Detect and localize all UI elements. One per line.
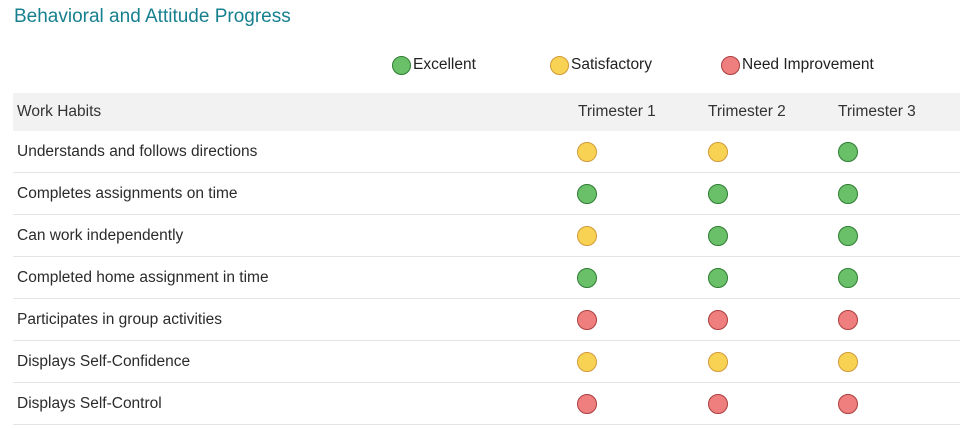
trimester-1-column-header: Trimester 1 — [578, 103, 656, 120]
need-improvement-dot-icon — [708, 309, 728, 330]
work-habit-label: Completed home assignment in time — [17, 268, 269, 286]
need-improvement-dot-icon — [838, 309, 858, 330]
excellent-dot-icon — [577, 267, 597, 288]
table-row: Displays Self-Confidence — [13, 341, 960, 383]
excellent-dot-icon — [708, 267, 728, 288]
table-row: Understands and follows directions — [13, 131, 960, 173]
excellent-dot-icon — [708, 183, 728, 204]
work-habit-label: Displays Self-Control — [17, 394, 162, 412]
need-improvement-dot-icon — [838, 393, 858, 414]
excellent-dot-icon — [838, 267, 858, 288]
excellent-dot-icon — [708, 225, 728, 246]
need-improvement-dot-icon — [721, 55, 740, 75]
need-improvement-dot-icon — [577, 309, 597, 330]
work-habit-label: Completes assignments on time — [17, 184, 238, 202]
table-body: Understands and follows directions Compl… — [13, 131, 960, 425]
work-habit-label: Understands and follows directions — [17, 142, 258, 160]
legend-label: Need Improvement — [742, 56, 874, 73]
table-row: Completed home assignment in time — [13, 257, 960, 299]
excellent-dot-icon — [392, 55, 411, 75]
legend-item: Need Improvement — [721, 53, 874, 77]
work-habit-label: Can work independently — [17, 226, 184, 244]
rating-legend: Excellent Satisfactory Need Improvement — [0, 53, 973, 77]
excellent-dot-icon — [838, 225, 858, 246]
table-row: Can work independently — [13, 215, 960, 257]
satisfactory-dot-icon — [577, 225, 597, 246]
satisfactory-dot-icon — [577, 351, 597, 372]
work-habit-label: Participates in group activities — [17, 310, 223, 328]
table-row: Displays Self-Control — [13, 383, 960, 425]
satisfactory-dot-icon — [708, 141, 728, 162]
table-row: Participates in group activities — [13, 299, 960, 341]
excellent-dot-icon — [838, 141, 858, 162]
work-habits-column-header: Work Habits — [17, 103, 102, 120]
page-title: Behavioral and Attitude Progress — [14, 6, 291, 27]
excellent-dot-icon — [577, 183, 597, 204]
legend-label: Satisfactory — [571, 56, 652, 73]
table-row: Completes assignments on time — [13, 173, 960, 215]
legend-label: Excellent — [413, 56, 476, 73]
trimester-2-column-header: Trimester 2 — [708, 103, 786, 120]
excellent-dot-icon — [838, 183, 858, 204]
trimester-3-column-header: Trimester 3 — [838, 103, 916, 120]
satisfactory-dot-icon — [708, 351, 728, 372]
need-improvement-dot-icon — [577, 393, 597, 414]
satisfactory-dot-icon — [577, 141, 597, 162]
work-habits-table: Work Habits Trimester 1 Trimester 2 Trim… — [13, 93, 960, 425]
need-improvement-dot-icon — [708, 393, 728, 414]
legend-item: Excellent — [392, 53, 476, 77]
table-header-row: Work Habits Trimester 1 Trimester 2 Trim… — [13, 93, 960, 131]
satisfactory-dot-icon — [838, 351, 858, 372]
work-habit-label: Displays Self-Confidence — [17, 352, 191, 370]
satisfactory-dot-icon — [550, 55, 569, 75]
legend-item: Satisfactory — [550, 53, 652, 77]
